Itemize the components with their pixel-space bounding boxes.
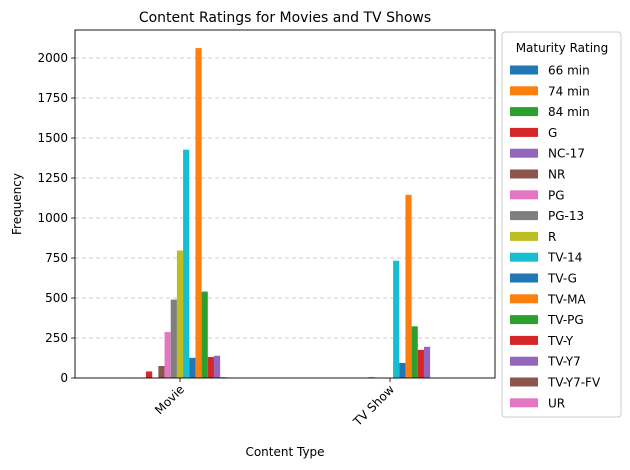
legend-label: TV-Y7 xyxy=(547,355,581,369)
bar xyxy=(423,346,431,378)
legend-label: PG xyxy=(548,188,565,202)
legend-swatch xyxy=(510,169,538,179)
y-tick-label: 2000 xyxy=(37,51,68,65)
legend-label: TV-MA xyxy=(547,292,587,306)
y-axis: 0 250 500 750 1000 1250 1500 1750 2000 xyxy=(37,51,75,385)
y-tick-label: 1500 xyxy=(37,131,68,145)
legend-swatch xyxy=(510,65,538,75)
y-tick-label: 0 xyxy=(60,371,68,385)
legend-label: NC-17 xyxy=(548,147,585,161)
bars xyxy=(127,48,437,379)
legend-swatch xyxy=(510,294,538,304)
legend-label: TV-Y xyxy=(547,334,574,348)
bar xyxy=(393,260,400,378)
y-tick-label: 500 xyxy=(45,291,68,305)
bar xyxy=(189,357,196,378)
legend-swatch xyxy=(510,252,538,262)
legend-label: G xyxy=(548,126,557,140)
bar xyxy=(201,291,208,378)
legend-title: Maturity Rating xyxy=(516,41,609,55)
legend-label: R xyxy=(548,230,556,244)
legend: Maturity Rating 66 min 74 min 84 min G NC-17… xyxy=(501,31,622,418)
legend-label: 66 min xyxy=(548,64,590,78)
bar xyxy=(170,299,177,378)
legend-swatch xyxy=(510,231,538,241)
plot-frame xyxy=(74,29,496,379)
bar xyxy=(207,357,214,378)
y-axis-label: Frequency xyxy=(10,173,24,235)
bar xyxy=(183,149,190,378)
chart-title: Content Ratings for Movies and TV Shows xyxy=(139,10,431,26)
bar xyxy=(417,349,424,378)
bar xyxy=(405,194,412,378)
x-axis: Movie TV Show xyxy=(152,378,397,429)
legend-items: 66 min 74 min 84 min G NC-17 NR PG PG-13 R TV-14 T… xyxy=(510,64,601,410)
legend-label: PG-13 xyxy=(548,209,584,223)
grid-lines xyxy=(75,57,495,339)
legend-swatch xyxy=(510,190,538,200)
legend-swatch xyxy=(510,148,538,158)
bar xyxy=(195,48,202,379)
legend-label: UR xyxy=(548,396,565,410)
legend-label: 74 min xyxy=(548,84,590,98)
bar xyxy=(146,371,153,378)
bar xyxy=(164,332,171,378)
legend-swatch xyxy=(510,127,538,137)
x-tick-label: Movie xyxy=(152,382,187,417)
y-tick-label: 1000 xyxy=(37,211,68,225)
bar xyxy=(158,366,165,378)
legend-swatch xyxy=(510,86,538,96)
legend-swatch xyxy=(510,273,538,283)
y-tick-label: 250 xyxy=(45,331,68,345)
bar xyxy=(399,362,406,378)
legend-label: TV-PG xyxy=(547,313,584,327)
x-tick-label: TV Show xyxy=(350,382,397,429)
legend-swatch xyxy=(510,356,538,366)
legend-swatch xyxy=(510,335,538,345)
legend-swatch xyxy=(510,398,538,408)
legend-label: TV-14 xyxy=(547,251,582,265)
legend-swatch xyxy=(510,315,538,325)
legend-swatch xyxy=(510,211,538,221)
legend-label: TV-Y7-FV xyxy=(547,376,601,390)
legend-swatch xyxy=(510,107,538,117)
y-tick-label: 1750 xyxy=(37,91,68,105)
y-tick-label: 1250 xyxy=(37,171,68,185)
bar xyxy=(411,326,418,378)
x-axis-label: Content Type xyxy=(245,445,324,459)
y-tick-label: 750 xyxy=(45,251,68,265)
legend-label: TV-G xyxy=(547,272,577,286)
bar xyxy=(213,355,221,378)
bar xyxy=(176,250,184,378)
legend-swatch xyxy=(510,377,538,387)
legend-label: 84 min xyxy=(548,105,590,119)
legend-label: NR xyxy=(548,168,565,182)
